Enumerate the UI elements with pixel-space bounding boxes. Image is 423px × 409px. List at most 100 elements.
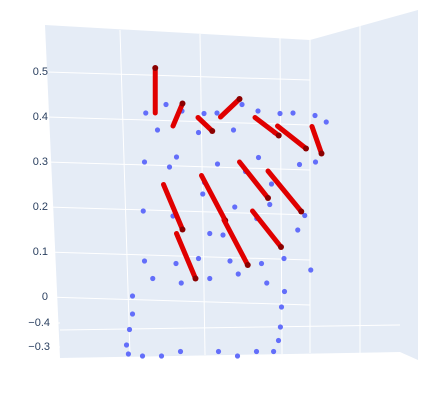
point: [227, 258, 233, 264]
point: [150, 275, 156, 282]
vector-tip: [265, 195, 271, 201]
scene-grid: [59, 25, 401, 356]
vector: [199, 173, 228, 223]
grid-line-v: [279, 37, 283, 355]
point: [267, 201, 273, 208]
vector-tip: [179, 226, 186, 233]
point: [163, 101, 169, 108]
point: [295, 227, 301, 233]
vector: [252, 115, 282, 138]
point: [258, 260, 265, 267]
point: [141, 159, 148, 165]
point: [129, 311, 136, 317]
point: [140, 208, 146, 214]
vector-tip: [278, 244, 284, 250]
point: [253, 348, 260, 355]
point: [215, 348, 222, 355]
grid-line: [46, 206, 311, 216]
point: [201, 110, 207, 117]
point: [177, 348, 184, 355]
vector-tip: [179, 100, 186, 107]
grid-line-v: [119, 29, 131, 356]
grid-line: [46, 251, 311, 261]
vector-tip: [244, 262, 251, 268]
point: [323, 119, 329, 125]
point: [173, 260, 179, 267]
point: [281, 288, 288, 295]
point: [143, 110, 149, 116]
point: [275, 337, 282, 344]
point: [125, 351, 131, 357]
point: [290, 110, 296, 116]
vector-tip: [209, 128, 216, 134]
vector: [309, 124, 324, 156]
vector-tip: [192, 275, 199, 282]
point: [302, 212, 308, 219]
y-tick-label: −0.4: [28, 317, 50, 329]
point: [296, 161, 303, 168]
vector: [275, 123, 309, 151]
y-tick-label: −0.3: [28, 341, 50, 353]
point: [200, 191, 206, 197]
vector: [174, 231, 198, 281]
vector: [195, 115, 215, 134]
point: [166, 164, 173, 170]
point: [207, 230, 213, 237]
z-tick-label: 0.4: [33, 111, 48, 123]
grid-line: [46, 71, 311, 81]
vector: [265, 168, 304, 214]
point: [141, 258, 148, 264]
point: [268, 181, 275, 187]
point: [158, 353, 165, 359]
point: [281, 255, 287, 262]
vector-tip: [275, 132, 282, 139]
vector: [237, 159, 271, 201]
point: [207, 275, 213, 282]
vector: [218, 96, 242, 120]
point: [214, 161, 221, 167]
point: [154, 127, 161, 133]
point: [235, 271, 241, 277]
grid-line-h: [59, 324, 401, 331]
point: [220, 232, 226, 238]
grid-line: [46, 296, 311, 306]
point: [278, 304, 285, 310]
z-tick-label: 0.5: [33, 66, 48, 78]
point: [123, 342, 130, 348]
point: [255, 108, 261, 114]
point: [173, 154, 180, 160]
point: [255, 154, 262, 161]
point: [264, 280, 270, 286]
point: [139, 353, 146, 359]
point: [178, 280, 184, 286]
point: [195, 129, 202, 136]
z-tick-label: 0.2: [33, 201, 48, 213]
z-tick-label: 0: [42, 291, 48, 303]
vector-tip: [236, 96, 243, 102]
vector: [221, 217, 251, 268]
point: [308, 267, 314, 273]
vector-tip: [303, 145, 309, 152]
z-tick-label: 0.3: [33, 156, 48, 168]
point: [232, 204, 238, 210]
point: [234, 353, 241, 359]
point: [239, 101, 245, 108]
point: [271, 348, 277, 355]
vector-tip: [298, 208, 305, 215]
vector: [250, 208, 284, 250]
scene-background: [45, 10, 418, 360]
vector-tip: [318, 150, 325, 157]
point: [214, 110, 220, 116]
point: [230, 127, 237, 133]
point: [129, 293, 136, 299]
z-tick-label: 0.1: [33, 246, 48, 258]
grid-line: [46, 161, 311, 171]
point: [277, 324, 283, 330]
point: [312, 159, 319, 165]
vector: [170, 101, 185, 129]
point: [195, 255, 202, 262]
point: [126, 326, 133, 333]
point: [312, 112, 318, 119]
vector-tip: [152, 65, 159, 71]
